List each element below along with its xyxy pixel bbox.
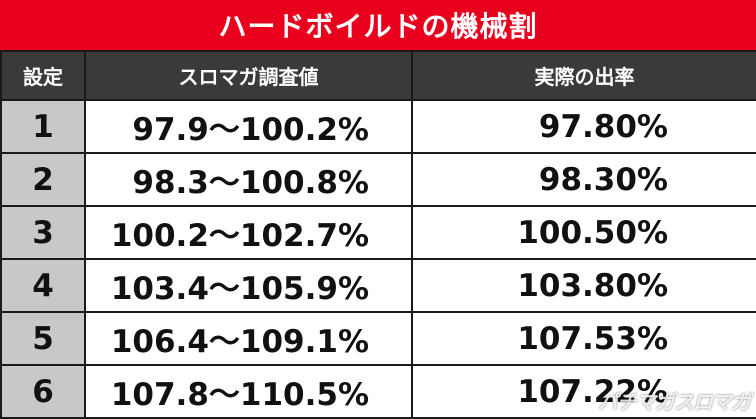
header-row: 設定 スロマガ調査値 実際の出率 [0, 50, 756, 101]
table-row: 1 97.9〜100.2% 97.80% [0, 99, 756, 154]
survey-range-cell: 98.3〜100.8% [84, 152, 413, 207]
table-row: 2 98.3〜100.8% 98.30% [0, 152, 756, 207]
actual-payout-cell: 103.80% [411, 258, 756, 313]
publisher-watermark: パチマガスロマガ [598, 390, 751, 414]
actual-payout-cell: 97.80% [411, 99, 756, 154]
header-setting: 設定 [0, 50, 86, 101]
setting-cell: 2 [0, 152, 86, 207]
table-row: 4 103.4〜105.9% 103.80% [0, 258, 756, 313]
payout-table: 設定 スロマガ調査値 実際の出率 1 97.9〜100.2% 97.80% 2 … [0, 50, 756, 419]
table-row: 5 106.4〜109.1% 107.53% [0, 311, 756, 366]
setting-cell: 5 [0, 311, 86, 366]
actual-payout-cell: 98.30% [411, 152, 756, 207]
survey-range-cell: 107.8〜110.5% [84, 364, 413, 419]
actual-payout-cell: 100.50% [411, 205, 756, 260]
setting-cell: 1 [0, 99, 86, 154]
survey-range-cell: 106.4〜109.1% [84, 311, 413, 366]
survey-range-cell: 103.4〜105.9% [84, 258, 413, 313]
table-row: 3 100.2〜102.7% 100.50% [0, 205, 756, 260]
table-title: ハードボイルドの機械割 [0, 0, 756, 50]
setting-cell: 3 [0, 205, 86, 260]
header-actual-payout: 実際の出率 [411, 50, 756, 101]
actual-payout-cell: 107.53% [411, 311, 756, 366]
setting-cell: 6 [0, 364, 86, 419]
survey-range-cell: 100.2〜102.7% [84, 205, 413, 260]
survey-range-cell: 97.9〜100.2% [84, 99, 413, 154]
setting-cell: 4 [0, 258, 86, 313]
header-survey-value: スロマガ調査値 [84, 50, 413, 101]
